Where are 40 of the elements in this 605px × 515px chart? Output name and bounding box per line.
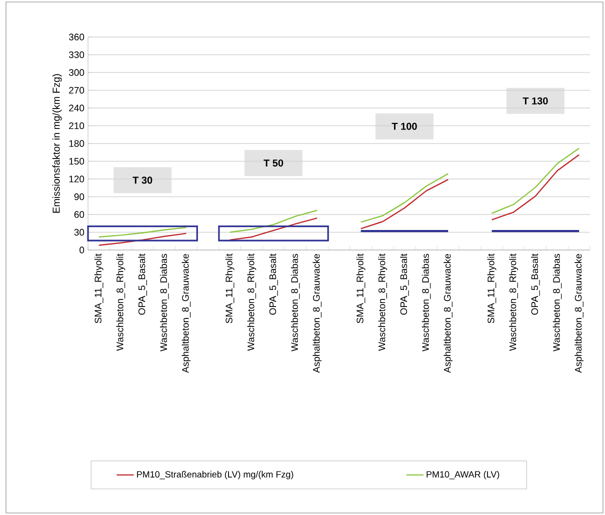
annotation: T 130: [522, 97, 548, 104]
x-tick-label: Waschbeton_8_Rhyolit: [509, 254, 518, 351]
y-tick-label: 300: [68, 69, 84, 76]
x-tick-label: SMA_11_Rhyolit: [225, 254, 234, 324]
x-tick-label: Asphaltbeton_8_Grauwacke: [312, 254, 322, 373]
y-tick-label: 330: [68, 51, 84, 58]
x-tick-label: Waschbeton_8_Rhyolit: [247, 254, 256, 351]
x-tick-label: Waschbeton_8_Diabas: [290, 254, 300, 352]
x-tick-label: Asphaltbeton_8_Grauwacke: [182, 254, 191, 373]
y-tick-label: 150: [69, 158, 84, 165]
y-axis-title: Emissionsfaktor in mg/(km Fzg): [52, 74, 62, 213]
legend-label: PM10_AWAR (LV): [426, 470, 500, 480]
y-tick-label: 30: [74, 228, 84, 236]
y-tick-label: 270: [69, 86, 84, 94]
x-tick-label: Asphaltbeton_8_Grauwacke: [444, 254, 453, 373]
x-tick-label: Asphaltbeton_8_Grauwacke: [574, 254, 584, 373]
annotation: T 30: [132, 176, 152, 184]
legend-label: PM10_Straßenabrieb (LV) mg/(km Fzg): [137, 470, 294, 480]
annotation: T 50: [264, 159, 284, 167]
y-tick-label: 360: [68, 34, 84, 40]
x-tick-label: OPA_5_Basalt: [269, 254, 278, 315]
x-tick-label: SMA_11_Rhyolit: [487, 254, 496, 324]
y-tick-label: 210: [69, 122, 84, 130]
x-tick-label: OPA_5_Basalt: [138, 254, 147, 315]
x-tick-label: OPA_5_Basalt: [400, 254, 409, 315]
y-tick-label: 90: [74, 193, 84, 200]
x-tick-label: SMA_11_Rhyolit: [356, 254, 366, 324]
x-tick-label: Waschbeton_8_Diabas: [552, 254, 562, 352]
y-tick-label: 240: [69, 104, 84, 112]
y-tick-label: 180: [69, 140, 84, 147]
y-tick-label: 0: [80, 246, 84, 254]
x-tick-label: Waschbeton_8_Diabas: [422, 254, 431, 352]
y-tick-label: 120: [69, 176, 84, 182]
x-tick-label: OPA_5_Basalt: [531, 254, 540, 315]
y-tick-label: 60: [74, 211, 84, 218]
x-tick-label: Waschbeton_8_Rhyolit: [378, 254, 388, 351]
x-tick-label: SMA_11_Rhyolit: [94, 254, 104, 324]
annotation: T 100: [392, 122, 417, 130]
x-tick-label: Waschbeton_8_Diabas: [160, 254, 169, 352]
x-tick-label: Waschbeton_8_Rhyolit: [116, 254, 126, 351]
